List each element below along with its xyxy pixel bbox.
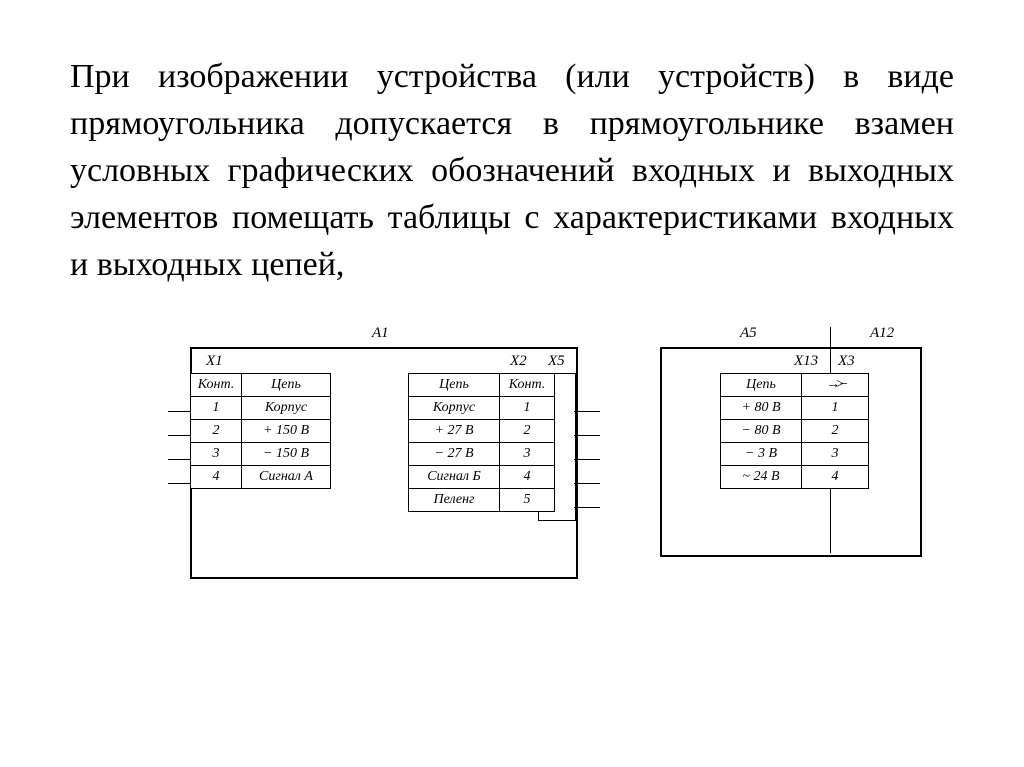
tr-hdr-cep: Цепь xyxy=(721,373,802,396)
wire-stub xyxy=(168,411,190,412)
x2-r1c1: Корпус xyxy=(409,396,500,419)
wire-stub xyxy=(574,483,600,484)
x1-r1c2: Корпус xyxy=(242,396,331,419)
x1-hdr-kont: Конт. xyxy=(191,373,242,396)
paragraph-text: При изображении устройства (или устройст… xyxy=(70,54,954,289)
tr-r4c1: ~ 24 В xyxy=(721,465,802,488)
connector-arrow-icon: →>− xyxy=(826,377,844,393)
label-a12: А12 xyxy=(870,325,894,342)
wire-stub xyxy=(574,435,600,436)
table-right: Цепь →>− + 80 В1 − 80 В2 − 3 В3 ~ 24 В4 xyxy=(720,373,869,489)
wire-stub xyxy=(574,411,600,412)
label-x13: X13 xyxy=(794,353,818,370)
x1-r4c1: 4 xyxy=(191,465,242,488)
tr-r4c2: 4 xyxy=(802,465,869,488)
wire-stub xyxy=(574,459,600,460)
x2-r5c2: 5 xyxy=(500,488,555,511)
wire-stub xyxy=(168,435,190,436)
wire-stub xyxy=(574,507,600,508)
wire-stub xyxy=(168,483,190,484)
label-x5: X5 xyxy=(548,353,565,370)
tr-r1c1: + 80 В xyxy=(721,396,802,419)
x2-r4c2: 4 xyxy=(500,465,555,488)
table-x1: Конт. Цепь 1Корпус 2+ 150 В 3− 150 В 4Си… xyxy=(190,373,331,489)
tr-r3c2: 3 xyxy=(802,442,869,465)
x2-r4c1: Сигнал Б xyxy=(409,465,500,488)
x2-r5c1: Пеленг xyxy=(409,488,500,511)
x1-hdr-cep: Цепь xyxy=(242,373,331,396)
x1-r1c1: 1 xyxy=(191,396,242,419)
x2-r3c2: 3 xyxy=(500,442,555,465)
tr-r2c2: 2 xyxy=(802,419,869,442)
x2-r2c2: 2 xyxy=(500,419,555,442)
x1-r2c1: 2 xyxy=(191,419,242,442)
wire-stub xyxy=(168,459,190,460)
x1-r2c2: + 150 В xyxy=(242,419,331,442)
x2-hdr-kont: Конт. xyxy=(500,373,555,396)
tr-hdr-symbol: →>− xyxy=(802,373,869,396)
x2-r1c2: 1 xyxy=(500,396,555,419)
tr-r3c1: − 3 В xyxy=(721,442,802,465)
table-x2: Цепь Конт. Корпус1 + 27 В2 − 27 В3 Сигна… xyxy=(408,373,555,512)
partition-right xyxy=(830,327,831,347)
x1-r4c2: Сигнал А xyxy=(242,465,331,488)
label-a5: А5 xyxy=(740,325,757,342)
label-a1: А1 xyxy=(372,325,389,342)
x2-r3c1: − 27 В xyxy=(409,442,500,465)
label-x2: X2 xyxy=(510,353,527,370)
label-x3: X3 xyxy=(838,353,855,370)
x2-r2c1: + 27 В xyxy=(409,419,500,442)
x1-r3c2: − 150 В xyxy=(242,442,331,465)
tr-r1c2: 1 xyxy=(802,396,869,419)
tr-r2c1: − 80 В xyxy=(721,419,802,442)
x1-r3c1: 3 xyxy=(191,442,242,465)
x2-hdr-cep: Цепь xyxy=(409,373,500,396)
schematic-diagram: А1 X1 Конт. Цепь 1Корпус 2+ 150 В 3− 150… xyxy=(190,329,990,619)
label-x1: X1 xyxy=(206,353,223,370)
